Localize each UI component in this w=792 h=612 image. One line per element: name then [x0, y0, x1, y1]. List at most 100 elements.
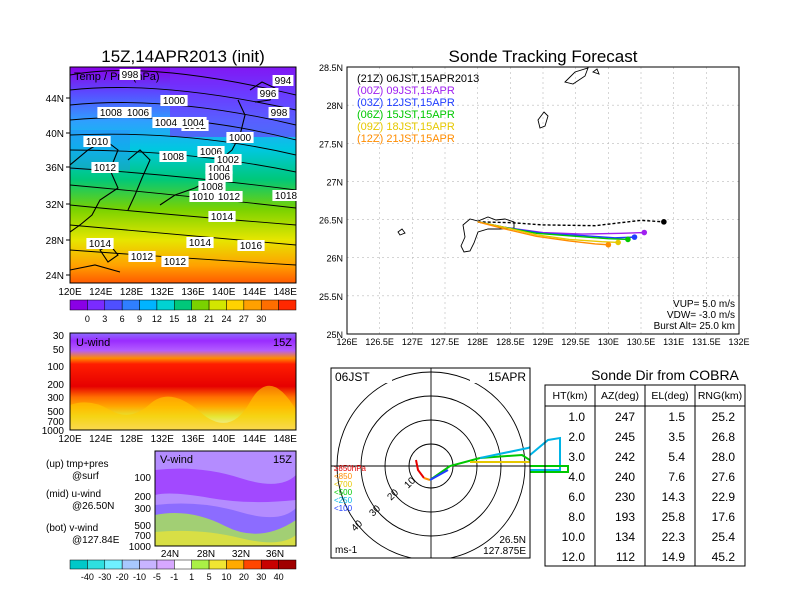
- polar-frame: [330, 367, 531, 559]
- uwind-pressure-label: 50: [53, 345, 65, 356]
- wind-colorbar-label: -20: [116, 572, 129, 582]
- table-row: 6.0 230 14.3 22.9: [568, 490, 735, 504]
- table-row: 3.0 242 5.4 28.0: [568, 450, 735, 464]
- isobar-label: 1006: [208, 172, 231, 183]
- isobar-label: 1018: [275, 191, 298, 202]
- colorbar-label: 6: [120, 314, 125, 324]
- table-cell: 247: [615, 410, 635, 424]
- uwind-lon-label: 140E: [212, 434, 236, 445]
- lon-tick-label: 124E: [89, 287, 113, 298]
- uwind-lon-label: 144E: [243, 434, 267, 445]
- vwind-pressure-label: 700: [134, 531, 151, 542]
- sonde-param: VDW= -3.0 m/s: [667, 310, 735, 321]
- left-title: 15Z,14APR2013 (init): [101, 47, 264, 66]
- track-lon-label: 131.5E: [692, 337, 721, 347]
- track-title: Sonde Tracking Forecast: [449, 47, 638, 66]
- panel-note-line1: (mid) u-wind: [46, 489, 101, 500]
- track-lat-label: 26.5N: [319, 216, 343, 226]
- lon-tick-label: 136E: [181, 287, 205, 298]
- isobar-label-bg: [189, 191, 217, 202]
- track-lat-label: 26N: [326, 254, 343, 264]
- colorbar-swatch: [156, 299, 175, 311]
- level-legend-entry: <100: [334, 504, 353, 513]
- wind-colorbar-swatch: [69, 559, 88, 570]
- uwind-lon-label: 128E: [120, 434, 144, 445]
- uwind-pressure-label: 30: [53, 331, 65, 342]
- map-frame: [69, 66, 297, 284]
- uwind-pressure-label: 300: [47, 393, 64, 404]
- polar-unit: ms-1: [335, 545, 358, 556]
- sonde-param: Burst Alt= 25.0 km: [654, 321, 735, 332]
- isobar-label-bg: [97, 107, 125, 118]
- isobar-label-bg: [119, 69, 141, 80]
- wind-colorbar-swatch: [226, 559, 245, 570]
- colorbar-swatch: [104, 299, 123, 311]
- table-cell: 230: [615, 490, 635, 504]
- track-endpoint: [631, 234, 638, 240]
- track-lat-label: 25N: [326, 330, 343, 340]
- wind-colorbar-swatch: [87, 559, 106, 570]
- colorbar-swatch: [87, 299, 106, 311]
- isobar-label: 1012: [164, 257, 187, 268]
- track-lon-label: 129.5E: [561, 337, 590, 347]
- table-cell: 4.0: [568, 470, 585, 484]
- table-cell: 45.2: [712, 550, 736, 564]
- isobar-label: 994: [275, 76, 292, 87]
- isobar-labels: 9989949969981000100210041008100610041000…: [83, 69, 300, 268]
- table-cell: 242: [615, 450, 635, 464]
- colorbar-label: 30: [256, 314, 266, 324]
- map-lon-ticks: 120E 124E 128E 132E 136E 140E 144E 148E: [58, 287, 297, 298]
- isobar-label-bg: [86, 238, 114, 249]
- isobar-label-bg: [257, 88, 279, 99]
- uwind-lon-label: 124E: [89, 434, 113, 445]
- wind-colorbar-label: 1: [189, 572, 194, 582]
- vwind-pressure-label: 100: [134, 473, 151, 484]
- isobar-label: 1012: [131, 252, 154, 263]
- isobar-label-bg: [159, 151, 187, 162]
- track-series-line: [477, 221, 609, 246]
- colorbar-label: 12: [152, 314, 162, 324]
- wind-colorbar-swatch: [156, 559, 175, 570]
- table-cell: 1.0: [568, 410, 585, 424]
- uwind-lon-label: 120E: [58, 434, 82, 445]
- wind-colorbar-swatch: [191, 559, 210, 570]
- panel-note-line1: (bot) v-wind: [46, 523, 98, 534]
- polar-plot: [331, 368, 530, 558]
- track-endpoint: [615, 239, 621, 246]
- isobar-label: 1006: [127, 108, 150, 119]
- wind-colorbar-label: -1: [170, 572, 178, 582]
- isobar-label-bg: [226, 132, 254, 143]
- isobar-label: 1008: [100, 108, 123, 119]
- track-lat-label: 27.5N: [319, 139, 343, 149]
- pressure-level-legend: ≥850hPa<850<700<500<250<100: [334, 464, 367, 513]
- uwind-pressure-label: 100: [47, 362, 64, 373]
- vwind-lat-label: 28N: [197, 549, 215, 560]
- table-header: HT(km): [553, 390, 588, 402]
- isobar-label-bg: [205, 171, 233, 182]
- track-frame: [346, 66, 740, 335]
- polar-time: 06JST: [335, 370, 370, 384]
- colorbar-swatch: [260, 299, 279, 311]
- table-cell: 193: [615, 510, 635, 524]
- isobar-label: 1004: [208, 164, 231, 175]
- wind-colorbar-label: 30: [256, 572, 266, 582]
- track-legend-entry: (06Z) 15JST,15APR: [357, 109, 455, 121]
- isobar-label-bg: [272, 190, 300, 201]
- isobar-label-bg: [268, 107, 290, 118]
- isobar-label-bg: [83, 136, 111, 147]
- isobar-label-bg: [124, 107, 152, 118]
- vwind-pressure-label: 500: [134, 521, 151, 532]
- table-cell: 7.6: [668, 470, 685, 484]
- table-header: EL(deg): [651, 390, 688, 402]
- isobar-label: 1000: [229, 133, 252, 144]
- track-lon-label: 128.5E: [496, 337, 525, 347]
- colorbar-swatch: [278, 299, 297, 311]
- colorbar-swatch: [139, 299, 158, 311]
- isobar-label-bg: [179, 117, 207, 128]
- uwind-label: U-wind: [76, 337, 110, 349]
- table-cell: 27.6: [712, 470, 736, 484]
- table-cell: 25.4: [712, 530, 736, 544]
- isobar-label: 1012: [94, 163, 117, 174]
- vwind-time: 15Z: [273, 454, 292, 466]
- track-lon-label: 128E: [467, 337, 488, 347]
